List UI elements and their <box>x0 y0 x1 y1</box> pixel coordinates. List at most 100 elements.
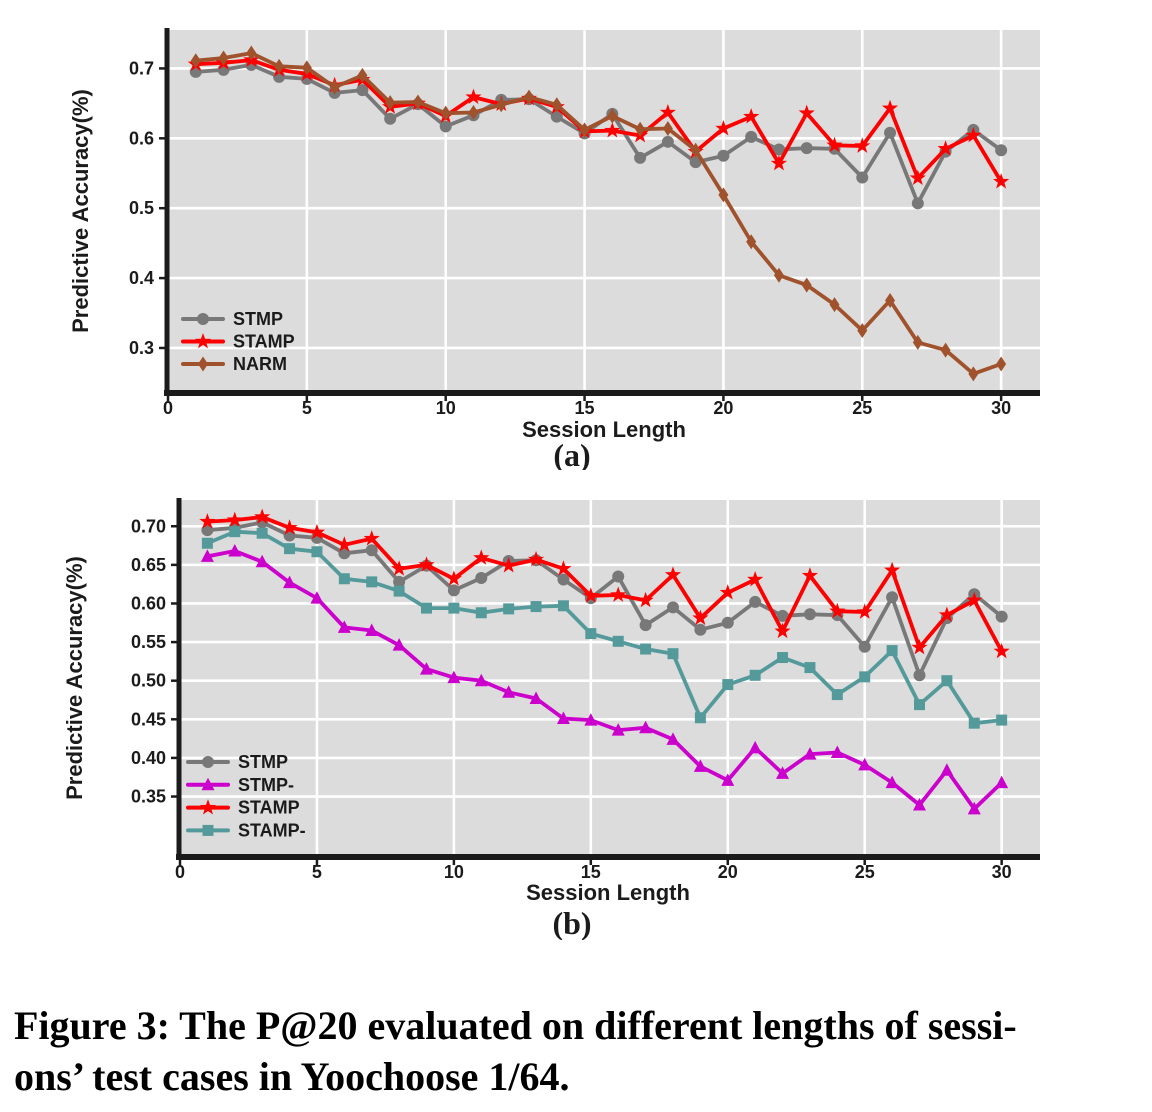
series-marker-STMP <box>283 529 296 542</box>
series-marker-STAMP <box>445 570 462 586</box>
y-tick-label: 0.70 <box>131 516 166 536</box>
series-marker-STMP <box>393 575 406 588</box>
series-marker-STMP- <box>337 620 351 633</box>
series-marker-STMP- <box>556 711 570 725</box>
series-marker-STMP- <box>447 670 461 684</box>
series-marker-NARM <box>801 277 812 293</box>
series-marker-NARM <box>607 108 618 124</box>
series-marker-STMP- <box>748 740 762 754</box>
series-marker-STMP <box>639 619 652 632</box>
series-marker-STAMP- <box>338 573 350 585</box>
series-marker-NARM <box>718 187 729 203</box>
series-marker-STMP <box>475 571 488 584</box>
series-marker-STAMP <box>715 120 732 136</box>
legend-label-STMP: STMP <box>233 309 283 329</box>
subfigure-label-b: (b) <box>552 905 591 940</box>
legend-label-STAMP: STAMP <box>233 332 295 352</box>
series-marker-STMP- <box>858 757 872 771</box>
x-tick-label: 5 <box>302 398 312 418</box>
series-marker-STAMP- <box>420 602 432 614</box>
series-marker-NARM <box>301 60 312 76</box>
x-tick-label: 10 <box>444 862 464 882</box>
series-marker-NARM <box>829 297 840 313</box>
x-tick-label: 25 <box>852 398 872 418</box>
x-tick-label: 20 <box>713 398 733 418</box>
series-marker-STAMP <box>993 173 1010 189</box>
plot-area <box>168 30 1040 392</box>
series-marker-NARM <box>857 323 868 339</box>
y-tick-label: 0.5 <box>129 198 154 218</box>
series-marker-STMP- <box>200 549 214 562</box>
series-marker-STAMP <box>363 530 380 546</box>
series-marker-STMP <box>913 669 926 682</box>
series-marker-STAMP- <box>256 527 268 539</box>
series-marker-STAMP- <box>968 717 980 729</box>
series-marker-STMP <box>858 640 871 653</box>
y-tick-label: 0.60 <box>131 593 166 613</box>
series-marker-NARM <box>218 50 229 66</box>
series-marker-STMP <box>365 544 378 557</box>
series-marker-STAMP <box>965 127 982 143</box>
series-marker-STAMP- <box>640 643 652 655</box>
series-marker-STMP- <box>392 638 406 651</box>
series-marker-STMP- <box>995 775 1009 789</box>
series-marker-STAMP <box>774 622 791 639</box>
series-marker-STMP- <box>365 623 379 637</box>
series-marker-NARM <box>996 356 1007 372</box>
legend-marker-STMP <box>197 313 209 325</box>
series-marker-NARM <box>662 121 673 137</box>
y-tick-label: 0.40 <box>131 748 166 768</box>
series-marker-STAMP- <box>311 546 323 558</box>
series-marker-STMP- <box>721 773 735 786</box>
series-marker-STAMP <box>966 591 983 608</box>
series-marker-NARM <box>551 97 562 113</box>
legend-marker-STAMP <box>199 799 217 815</box>
series-marker-STMP <box>772 143 785 156</box>
series-marker-STMP- <box>666 732 680 745</box>
series-marker-STAMP- <box>777 652 789 664</box>
series-marker-STMP- <box>228 543 242 557</box>
series-marker-STAMP <box>719 584 736 600</box>
series-marker-STMP <box>776 609 789 622</box>
series-marker-STAMP <box>582 587 599 603</box>
series-marker-STAMP- <box>913 699 925 711</box>
series-marker-NARM <box>246 45 257 61</box>
series-marker-STAMP- <box>667 648 679 660</box>
series-marker-STAMP <box>938 606 955 622</box>
series-marker-STAMP- <box>284 543 296 555</box>
series-marker-STAMP- <box>448 602 460 614</box>
series-marker-STAMP- <box>831 689 843 701</box>
series-marker-STMP <box>439 120 452 133</box>
series-marker-STAMP <box>829 602 846 619</box>
series-marker-STMP <box>884 126 897 139</box>
series-marker-NARM <box>190 53 201 69</box>
series-marker-STMP <box>803 608 816 621</box>
series-marker-STAMP <box>391 560 408 576</box>
series-marker-NARM <box>412 94 423 110</box>
y-tick-label: 0.35 <box>131 787 166 807</box>
x-tick-label: 25 <box>855 862 875 882</box>
series-marker-STMP- <box>584 713 598 726</box>
series-marker-STAMP <box>336 536 353 552</box>
series-marker-STMP <box>721 616 734 629</box>
series-marker-NARM <box>329 79 340 95</box>
series-marker-STMP <box>886 591 899 604</box>
series-marker-STAMP <box>770 154 788 171</box>
series-marker-NARM <box>440 105 451 121</box>
series-marker-STAMP <box>743 108 760 124</box>
series-marker-STAMP <box>199 513 216 529</box>
series-marker-STAMP- <box>229 526 241 538</box>
legend-marker-STAMP- <box>202 824 214 836</box>
series-marker-STMP- <box>283 575 297 589</box>
y-tick-label: 0.7 <box>129 58 154 78</box>
series-marker-STMP- <box>255 554 269 568</box>
series-marker-STAMP <box>659 103 676 120</box>
y-tick-label: 0.3 <box>129 338 154 358</box>
caption-line-2: ons’ test cases in Yoochoose 1/64. <box>14 1054 570 1099</box>
series-marker-STAMP- <box>941 675 953 687</box>
series-marker-STAMP <box>555 560 572 576</box>
y-tick-label: 0.65 <box>131 555 166 575</box>
x-axis-label-a: Session Length <box>522 417 686 442</box>
series-marker-STAMP <box>881 99 899 116</box>
